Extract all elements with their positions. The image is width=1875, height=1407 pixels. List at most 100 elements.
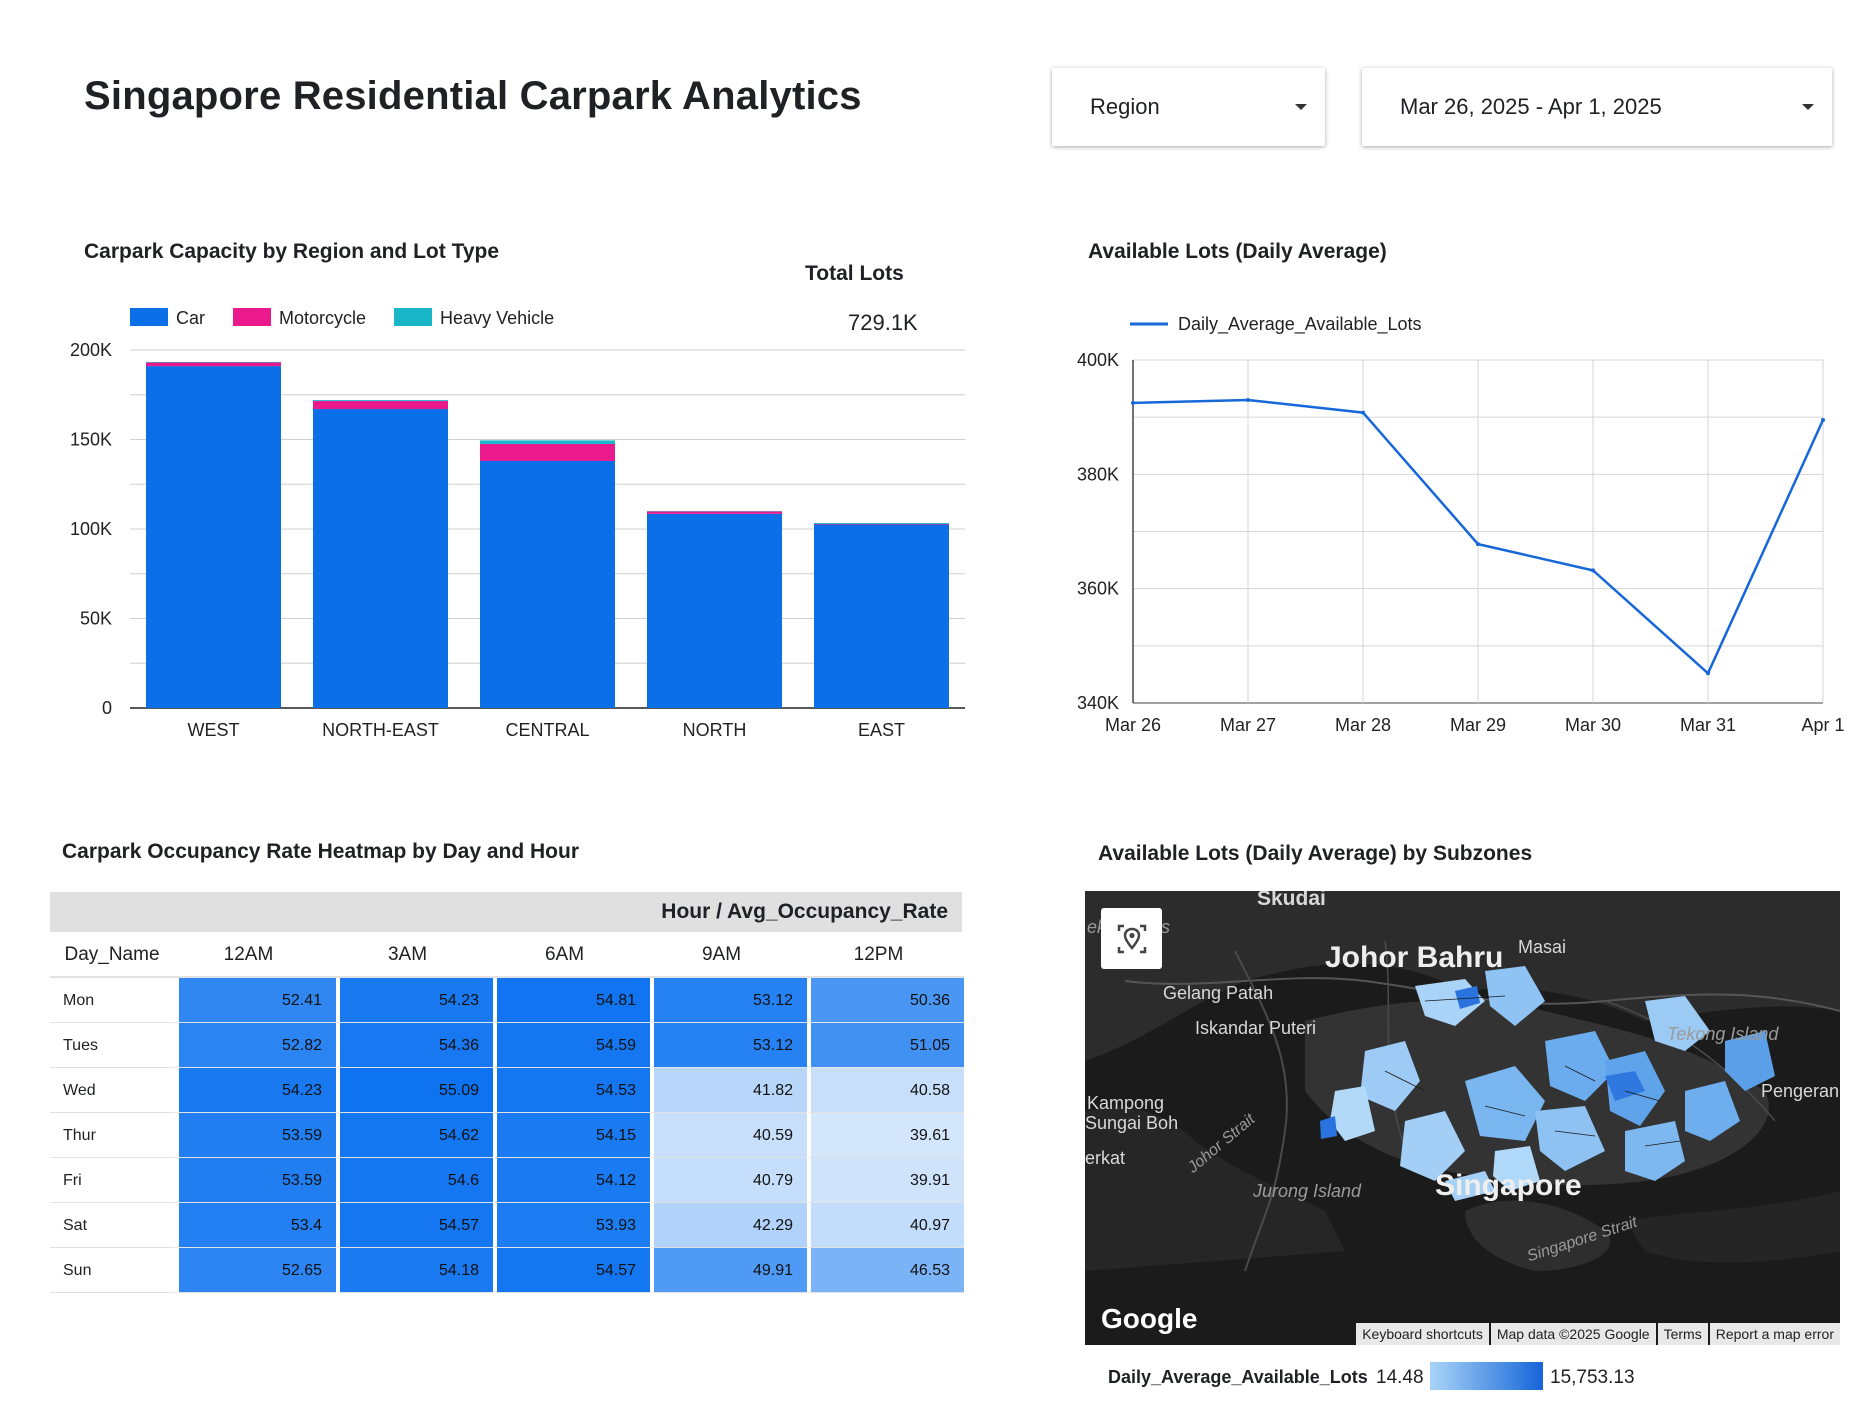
heatmap-cell: 53.93 bbox=[493, 1203, 650, 1248]
map-label-gelang-patah: Gelang Patah bbox=[1163, 983, 1274, 1003]
bar-segment-car[interactable] bbox=[647, 513, 782, 708]
map-canvas[interactable] bbox=[1085, 891, 1840, 1345]
line-y-tick-label: 380K bbox=[1077, 464, 1119, 484]
heatmap-grid: Day_Name 12AM 3AM 6AM 9AM 12PM Mon 52.41 54.23 54… bbox=[50, 932, 964, 1293]
map-label-singapore: Singapore bbox=[1435, 1169, 1582, 1202]
region-filter-label: Region bbox=[1090, 94, 1160, 119]
legend-swatch bbox=[394, 308, 433, 326]
map-legend-min: 14.48 bbox=[1376, 1367, 1424, 1388]
heatmap-column-header: 12PM bbox=[807, 932, 964, 978]
bar-segment-motorcycle[interactable] bbox=[480, 443, 615, 461]
keyboard-shortcuts-link[interactable]: Keyboard shortcuts bbox=[1356, 1323, 1489, 1345]
available-chart-title: Available Lots (Daily Average) bbox=[1088, 240, 1387, 263]
line-y-tick-label: 400K bbox=[1077, 350, 1119, 370]
map-label-skudai: Skudai bbox=[1257, 891, 1326, 910]
bar-segment-motorcycle[interactable] bbox=[814, 523, 949, 525]
bar-y-tick-label: 50K bbox=[80, 609, 112, 629]
legend-label: Motorcycle bbox=[279, 308, 366, 328]
bar-x-tick-label: NORTH bbox=[683, 720, 747, 740]
line-x-tick-label: Mar 26 bbox=[1105, 715, 1161, 735]
heatmap-cell: 42.29 bbox=[650, 1203, 807, 1248]
heatmap-day-label: Thur bbox=[50, 1113, 175, 1158]
bar-x-tick-label: CENTRAL bbox=[505, 720, 589, 740]
line-x-tick-label: Mar 31 bbox=[1680, 715, 1736, 735]
map-label-tekong-island: Tekong Island bbox=[1667, 1024, 1779, 1044]
bar-segment-heavy-vehicle[interactable] bbox=[146, 361, 281, 363]
terms-link[interactable]: Terms bbox=[1657, 1323, 1708, 1345]
line-point[interactable] bbox=[1131, 400, 1135, 405]
map-title: Available Lots (Daily Average) by Subzon… bbox=[1098, 842, 1533, 865]
bar-segment-motorcycle[interactable] bbox=[313, 401, 448, 410]
line-point[interactable] bbox=[1821, 418, 1825, 423]
heatmap-cell: 54.15 bbox=[493, 1113, 650, 1158]
bar-x-tick-label: EAST bbox=[858, 720, 905, 740]
map-label-jurong-island: Jurong Island bbox=[1253, 1181, 1362, 1201]
capacity-bar-chart: 0 50K 100K 150K 200K WEST NORTH-EAST CENTRAL NOR… bbox=[70, 308, 965, 740]
bar-segment-motorcycle[interactable] bbox=[647, 511, 782, 514]
subzone-map[interactable]: ek as Skudai Johor Bahru Masai Gelang Pa… bbox=[1085, 891, 1840, 1345]
line-point[interactable] bbox=[1246, 398, 1250, 403]
bar-x-tick-label: WEST bbox=[188, 720, 240, 740]
heatmap-cell: 46.53 bbox=[807, 1248, 964, 1293]
heatmap-cell: 53.12 bbox=[650, 978, 807, 1023]
bar-segment-motorcycle[interactable] bbox=[146, 362, 281, 367]
capacity-chart-title: Carpark Capacity by Region and Lot Type bbox=[84, 240, 500, 263]
map-data-attribution[interactable]: Map data ©2025 Google bbox=[1490, 1323, 1656, 1345]
line-point[interactable] bbox=[1476, 542, 1480, 547]
heatmap-day-label: Wed bbox=[50, 1068, 175, 1113]
heatmap-row-header: Day_Name bbox=[50, 932, 175, 978]
legend-label: Car bbox=[176, 308, 205, 328]
bar-segment-car[interactable] bbox=[480, 460, 615, 708]
heatmap-cell: 54.12 bbox=[493, 1158, 650, 1203]
map-legend-label: Daily_Average_Available_Lots bbox=[1108, 1367, 1368, 1387]
heatmap-cell: 52.41 bbox=[175, 978, 336, 1023]
heatmap-day-label: Sat bbox=[50, 1203, 175, 1248]
bar-y-tick-label: 200K bbox=[70, 340, 112, 360]
bar-segment-heavy-vehicle[interactable] bbox=[814, 523, 949, 524]
map-label-sungai-boh: Sungai Boh bbox=[1085, 1113, 1179, 1133]
google-logo: Google bbox=[1101, 1303, 1198, 1334]
line-point[interactable] bbox=[1591, 568, 1595, 573]
bar-segment-heavy-vehicle[interactable] bbox=[480, 440, 615, 444]
date-range-label: Mar 26, 2025 - Apr 1, 2025 bbox=[1400, 94, 1662, 119]
locate-pin-button[interactable] bbox=[1101, 908, 1162, 969]
map-label-iskandar-puteri: Iskandar Puteri bbox=[1195, 1018, 1317, 1038]
bar-segment-car[interactable] bbox=[814, 524, 949, 708]
heatmap-cell: 50.36 bbox=[807, 978, 964, 1023]
heatmap-cell: 49.91 bbox=[650, 1248, 807, 1293]
heatmap-cell: 53.59 bbox=[175, 1113, 336, 1158]
heatmap-cell: 39.61 bbox=[807, 1113, 964, 1158]
line-x-tick-label: Apr 1 bbox=[1801, 715, 1844, 735]
line-x-tick-label: Mar 29 bbox=[1450, 715, 1506, 735]
map-legend-gradient bbox=[1430, 1362, 1543, 1390]
legend-swatch bbox=[233, 308, 272, 326]
heatmap-header: Hour / Avg_Occupancy_Rate bbox=[50, 892, 962, 932]
line-point[interactable] bbox=[1361, 410, 1365, 415]
heatmap-column-header: 12AM bbox=[175, 932, 336, 978]
map-legend-max: 15,753.13 bbox=[1550, 1367, 1635, 1388]
heatmap-day-label: Mon bbox=[50, 978, 175, 1023]
heatmap-cell: 53.59 bbox=[175, 1158, 336, 1203]
heatmap-cell: 54.6 bbox=[336, 1158, 493, 1203]
bar-segment-car[interactable] bbox=[146, 366, 281, 708]
heatmap-cell: 40.58 bbox=[807, 1068, 964, 1113]
line-point[interactable] bbox=[1706, 671, 1710, 676]
heatmap-column-header: 3AM bbox=[336, 932, 493, 978]
date-range-dropdown[interactable]: Mar 26, 2025 - Apr 1, 2025 bbox=[1362, 68, 1832, 146]
heatmap-cell: 40.79 bbox=[650, 1158, 807, 1203]
total-lots-label: Total Lots bbox=[805, 262, 904, 285]
heatmap-cell: 54.23 bbox=[336, 978, 493, 1023]
heatmap-cell: 52.65 bbox=[175, 1248, 336, 1293]
heatmap-cell: 54.62 bbox=[336, 1113, 493, 1158]
heatmap-title: Carpark Occupancy Rate Heatmap by Day an… bbox=[62, 840, 580, 863]
map-label-masai: Masai bbox=[1518, 937, 1567, 957]
bar-segment-car[interactable] bbox=[313, 409, 448, 708]
bar-y-tick-label: 0 bbox=[102, 698, 112, 718]
map-label-erkat: erkat bbox=[1085, 1148, 1126, 1168]
report-map-error-link[interactable]: Report a map error bbox=[1709, 1323, 1840, 1345]
map-attribution-bar: Keyboard shortcuts Map data ©2025 Google… bbox=[1356, 1323, 1840, 1345]
region-filter-dropdown[interactable]: Region bbox=[1052, 68, 1325, 146]
heatmap-cell: 53.4 bbox=[175, 1203, 336, 1248]
bar-segment-heavy-vehicle[interactable] bbox=[313, 400, 448, 402]
heatmap-cell: 54.81 bbox=[493, 978, 650, 1023]
